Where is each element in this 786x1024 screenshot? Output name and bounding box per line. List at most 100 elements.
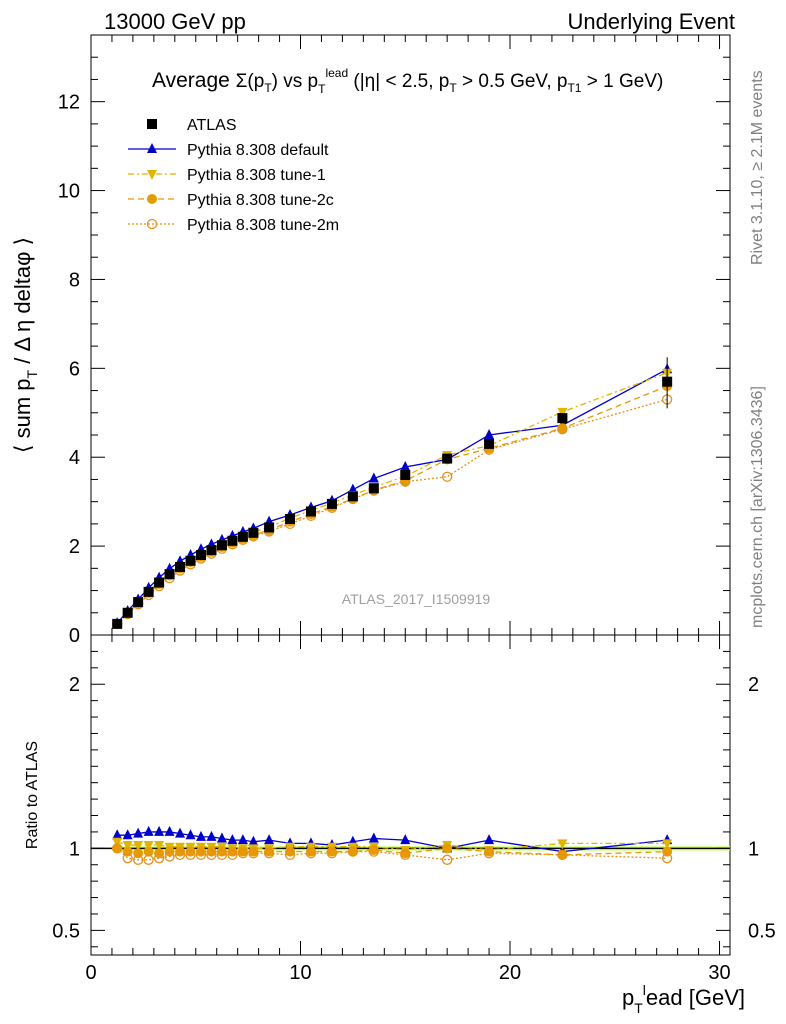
point-atlas xyxy=(305,506,316,517)
ratio-line-pythia-8-308-tune-2m xyxy=(116,847,668,861)
point-atlas xyxy=(206,545,217,556)
ratio-point-pythia-8-308-tune-2c xyxy=(175,846,186,857)
ratio-y-tick-label-right: 2 xyxy=(748,674,759,696)
ratio-point-pythia-8-308-tune-2c xyxy=(185,846,196,857)
ratio-panel-frame xyxy=(90,634,731,956)
point-atlas xyxy=(347,491,358,502)
point-pythia-8-308-default xyxy=(400,461,411,471)
ratio-point-pythia-8-308-tune-2m xyxy=(143,854,154,865)
ratio-point-pythia-8-308-default xyxy=(227,834,238,845)
ratio-y-tick-label: 2 xyxy=(69,674,80,696)
point-atlas xyxy=(484,438,495,449)
point-atlas xyxy=(557,413,568,424)
ratio-point-pythia-8-308-tune-2m xyxy=(347,846,359,857)
mcplots-label: mcplots.cern.ch [arXiv:1306.3436] xyxy=(749,386,766,628)
ratio-point-pythia-8-308-default xyxy=(133,827,144,838)
legend-label-pythia-8-308-tune-2m: Pythia 8.308 tune-2m xyxy=(187,217,339,234)
ratio-point-pythia-8-308-tune-2m xyxy=(174,849,186,861)
ratio-point-pythia-8-308-tune-2c xyxy=(557,849,568,860)
y-tick-label: 8 xyxy=(69,269,80,291)
ratio-point-pythia-8-308-tune-1 xyxy=(662,839,673,850)
ratio-point-pythia-8-308-tune-2m xyxy=(248,848,259,859)
point-atlas xyxy=(164,569,175,580)
point-pythia-8-308-tune-1 xyxy=(557,407,568,418)
ratio-point-pythia-8-308-tune-2c xyxy=(216,846,227,857)
rivet-label: Rivet 3.1.10, ≥ 2.1M events xyxy=(749,70,766,265)
plot-title: Average Σ(pT) vs pTlead (|η| < 2.5, pT >… xyxy=(152,66,663,96)
point-atlas xyxy=(285,514,296,524)
ratio-point-pythia-8-308-tune-2m xyxy=(206,849,217,861)
y-tick-label: 10 xyxy=(58,181,80,203)
header-right: Underlying Event xyxy=(567,9,735,34)
point-atlas xyxy=(400,470,411,480)
ratio-point-pythia-8-308-default xyxy=(195,830,206,841)
ratio-point-pythia-8-308-default xyxy=(164,825,175,836)
point-atlas xyxy=(143,586,154,597)
legend-label-pythia-8-308-tune-1: Pythia 8.308 tune-1 xyxy=(187,167,326,184)
ratio-point-pythia-8-308-default xyxy=(237,834,248,845)
ratio-point-pythia-8-308-tune-2m xyxy=(284,849,296,861)
ratio-point-pythia-8-308-tune-2m xyxy=(400,849,411,861)
ratio-y-tick-label-right: 0.5 xyxy=(748,920,776,942)
header-left: 13000 GeV pp xyxy=(104,9,246,34)
ratio-point-pythia-8-308-tune-2c xyxy=(143,846,154,857)
series-line-pythia-8-308-default xyxy=(116,368,668,624)
ratio-point-pythia-8-308-tune-2c xyxy=(195,846,206,857)
ratio-point-pythia-8-308-tune-2m xyxy=(263,848,275,859)
ratio-point-pythia-8-308-tune-2m xyxy=(227,849,238,861)
main-series-group xyxy=(112,357,673,630)
ratio-point-pythia-8-308-default xyxy=(154,825,165,836)
ratio-y-axis-title: Ratio to ATLAS xyxy=(24,741,41,849)
ratio-point-pythia-8-308-default xyxy=(206,830,217,841)
legend: ATLAS Pythia 8.308 default Pythia 8.308 tu… xyxy=(128,117,339,234)
point-atlas xyxy=(326,498,337,509)
x-tick-label: 30 xyxy=(708,962,730,984)
ratio-point-pythia-8-308-tune-2m xyxy=(153,853,165,864)
ratio-point-pythia-8-308-default xyxy=(248,835,259,846)
y-tick-label: 0 xyxy=(69,625,80,647)
ratio-point-pythia-8-308-tune-2c xyxy=(227,846,238,857)
ratio-point-pythia-8-308-default xyxy=(185,829,196,840)
point-atlas xyxy=(216,540,227,551)
point-atlas xyxy=(368,483,379,494)
x-tick-label: 0 xyxy=(85,962,96,984)
point-pythia-8-308-default xyxy=(484,429,495,439)
point-atlas xyxy=(185,555,196,566)
ratio-point-pythia-8-308-tune-1 xyxy=(133,841,144,852)
ratio-point-pythia-8-308-tune-2m xyxy=(122,853,133,864)
legend-label-atlas: ATLAS xyxy=(187,117,237,134)
ratio-point-pythia-8-308-tune-2c xyxy=(206,846,217,857)
ratio-point-pythia-8-308-default xyxy=(122,829,133,840)
point-atlas xyxy=(442,453,453,464)
point-pythia-8-308-tune-2m xyxy=(442,471,453,482)
y-axis-title: ⟨ sum pT / Δ η deltaφ ⟩ xyxy=(10,237,40,453)
ratio-point-pythia-8-308-tune-1 xyxy=(557,839,568,850)
x-tick-label: 20 xyxy=(499,962,521,984)
ratio-point-pythia-8-308-tune-2c xyxy=(442,843,453,854)
legend-label-pythia-8-308-tune-2c: Pythia 8.308 tune-2c xyxy=(187,192,334,209)
ratio-point-pythia-8-308-default xyxy=(264,834,275,845)
point-pythia-8-308-tune-2m xyxy=(557,424,568,435)
ratio-point-pythia-8-308-tune-2m xyxy=(661,853,673,864)
point-atlas xyxy=(227,535,238,546)
y-tick-label: 6 xyxy=(69,358,80,380)
ratio-point-pythia-8-308-tune-2m xyxy=(237,848,249,859)
ratio-point-pythia-8-308-tune-2m xyxy=(216,849,228,861)
ratio-point-pythia-8-308-tune-1 xyxy=(143,841,154,852)
point-atlas xyxy=(264,522,275,533)
ratio-y-tick-label: 0.5 xyxy=(52,920,80,942)
legend-marker-pythia-8-308-default xyxy=(147,143,157,153)
ratio-point-pythia-8-308-tune-2m xyxy=(483,848,495,859)
ratio-point-pythia-8-308-tune-2m xyxy=(195,849,207,861)
legend-label-pythia-8-308-default: Pythia 8.308 default xyxy=(187,142,329,159)
point-atlas xyxy=(133,597,144,608)
ratio-series-group xyxy=(112,825,673,865)
ratio-point-pythia-8-308-default xyxy=(175,827,186,838)
point-atlas xyxy=(154,577,165,588)
ratio-point-pythia-8-308-default xyxy=(368,832,379,843)
point-atlas xyxy=(122,607,133,618)
ratio-point-pythia-8-308-tune-1 xyxy=(112,837,123,848)
ratio-y-tick-label-right: 1 xyxy=(748,838,759,860)
